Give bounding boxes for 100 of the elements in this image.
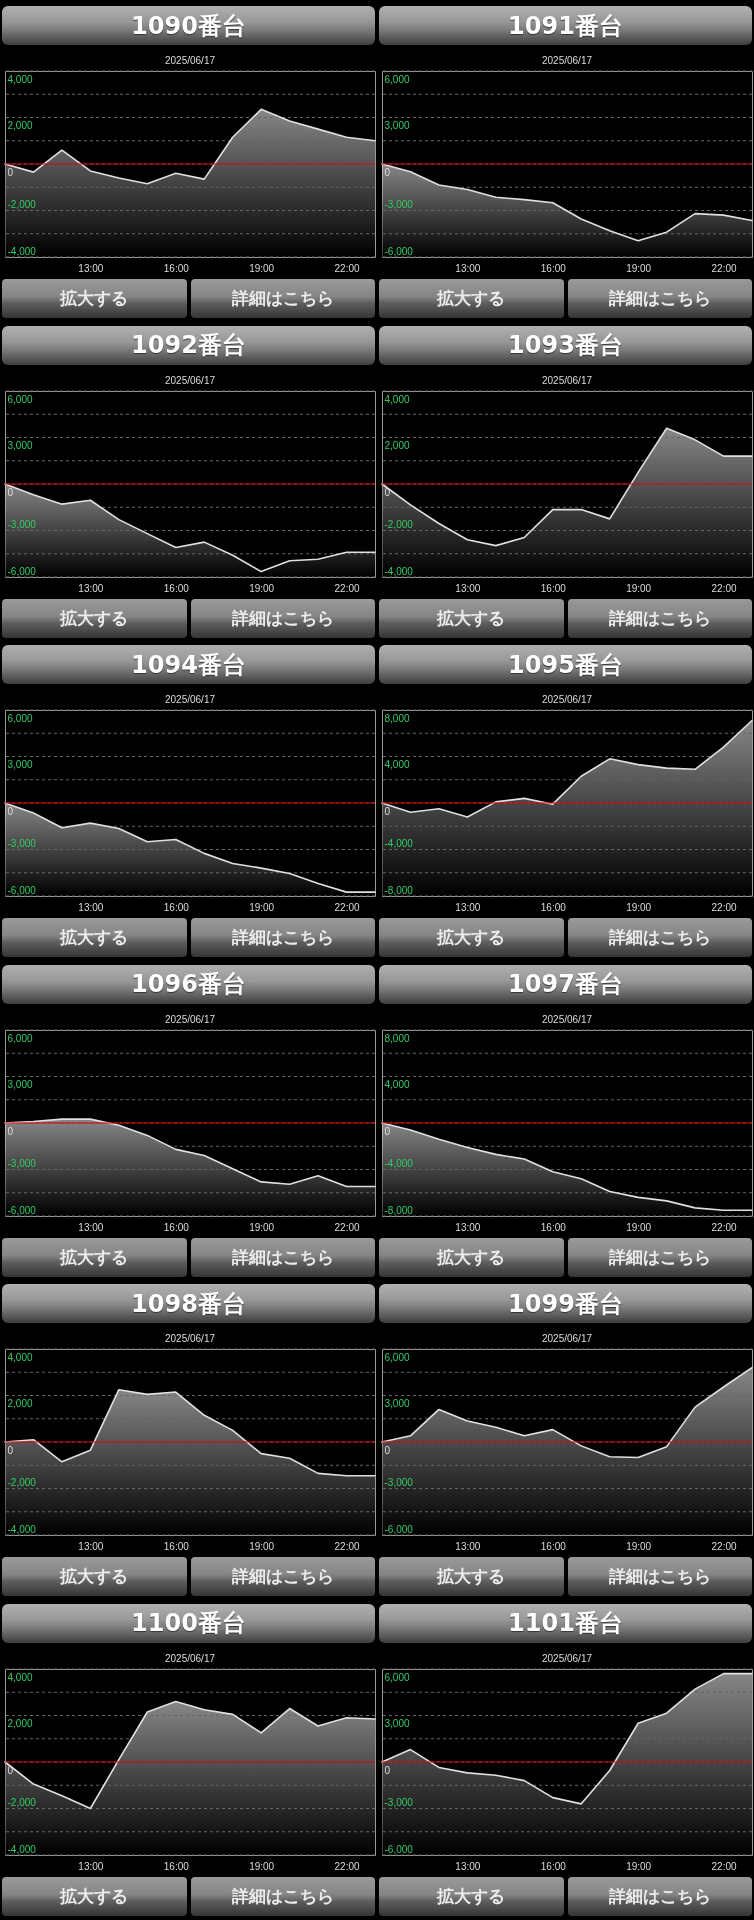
y-tick-label: 0 xyxy=(7,805,14,817)
chart-title: 1091番台 xyxy=(508,10,623,42)
x-tick-label: 19:00 xyxy=(249,1540,275,1552)
x-tick-label: 16:00 xyxy=(163,1860,190,1871)
y-tick-label: -3,000 xyxy=(384,1796,414,1808)
y-tick-label: -4,000 xyxy=(384,565,414,576)
x-tick-label: 13:00 xyxy=(455,582,481,593)
chart-title: 1101番台 xyxy=(508,1608,623,1639)
y-tick-label: -6,000 xyxy=(7,1204,37,1215)
x-tick-label: 19:00 xyxy=(249,262,275,274)
y-tick-label: -3,000 xyxy=(7,1157,37,1169)
y-tick-label: 3,000 xyxy=(7,1078,33,1090)
chart-subtitle: 2025/06/17 xyxy=(541,374,593,385)
y-tick-label: -2,000 xyxy=(384,518,414,530)
x-tick-label: 19:00 xyxy=(626,1221,652,1232)
y-tick-label: -2,000 xyxy=(7,1477,37,1488)
y-tick-label: 2,000 xyxy=(7,1717,33,1729)
x-tick-label: 19:00 xyxy=(249,1221,275,1232)
header-bar: 1091番台 xyxy=(379,6,752,45)
y-tick-label: 0 xyxy=(384,805,391,817)
chart-subtitle: 2025/06/17 xyxy=(164,54,216,66)
x-tick-label: 22:00 xyxy=(334,262,360,274)
y-tick-label: 4,000 xyxy=(384,1078,410,1090)
x-tick-label: 22:00 xyxy=(334,582,360,593)
y-tick-label: 4,000 xyxy=(384,393,410,404)
x-tick-label: 22:00 xyxy=(711,262,737,274)
chart-title: 1092番台 xyxy=(131,330,246,361)
header-bar: 1097番台 xyxy=(379,964,752,1004)
y-tick-label: -4,000 xyxy=(384,1157,414,1169)
y-tick-label: -8,000 xyxy=(384,884,414,896)
chart-subtitle: 2025/06/17 xyxy=(164,1332,216,1344)
y-tick-label: -3,000 xyxy=(7,518,37,530)
header-bar: 1100番台 xyxy=(2,1603,375,1643)
y-tick-label: 0 xyxy=(384,1764,391,1775)
y-tick-label: 4,000 xyxy=(7,73,33,85)
y-tick-label: 4,000 xyxy=(7,1351,33,1363)
y-tick-label: -6,000 xyxy=(384,1523,414,1535)
x-tick-label: 19:00 xyxy=(249,582,275,593)
chart-title: 1100番台 xyxy=(131,1608,246,1639)
x-tick-label: 19:00 xyxy=(249,901,275,913)
x-tick-label: 13:00 xyxy=(78,1221,104,1232)
y-tick-label: 8,000 xyxy=(384,712,410,724)
x-tick-label: 16:00 xyxy=(163,1221,190,1232)
y-tick-label: -8,000 xyxy=(384,1204,414,1215)
chart-title: 1096番台 xyxy=(131,969,246,1000)
chart-title: 1098番台 xyxy=(131,1288,246,1320)
y-tick-label: -4,000 xyxy=(7,1523,37,1535)
x-tick-label: 16:00 xyxy=(540,1860,567,1871)
x-tick-label: 16:00 xyxy=(163,1540,190,1552)
chart-subtitle: 2025/06/17 xyxy=(164,1013,216,1024)
x-tick-label: 22:00 xyxy=(711,1221,737,1232)
x-tick-label: 13:00 xyxy=(78,262,104,274)
chart-subtitle: 2025/06/17 xyxy=(541,1332,593,1344)
chart-title: 1097番台 xyxy=(508,969,623,1000)
y-tick-label: 3,000 xyxy=(7,759,33,770)
y-tick-label: 3,000 xyxy=(7,439,33,451)
y-tick-label: 2,000 xyxy=(7,120,33,131)
x-tick-label: 13:00 xyxy=(455,901,481,913)
x-tick-label: 13:00 xyxy=(78,582,104,593)
x-tick-label: 13:00 xyxy=(78,1860,104,1871)
x-tick-label: 22:00 xyxy=(334,1221,360,1232)
header-bar: 1092番台 xyxy=(2,325,375,365)
x-tick-label: 19:00 xyxy=(626,1860,652,1871)
chart-title: 1094番台 xyxy=(131,649,246,681)
x-tick-label: 22:00 xyxy=(334,901,360,913)
header-bar: 1101番台 xyxy=(379,1603,752,1643)
y-tick-label: -4,000 xyxy=(384,838,414,849)
chart-subtitle: 2025/06/17 xyxy=(541,693,593,705)
header-bar: 1094番台 xyxy=(2,645,375,684)
y-tick-label: -6,000 xyxy=(7,565,37,576)
y-tick-label: -4,000 xyxy=(7,245,37,257)
y-tick-label: 6,000 xyxy=(384,1671,410,1682)
x-tick-label: 19:00 xyxy=(626,582,652,593)
x-tick-label: 13:00 xyxy=(455,262,481,274)
x-tick-label: 16:00 xyxy=(540,1221,567,1232)
y-tick-label: 2,000 xyxy=(7,1398,33,1409)
y-tick-label: 3,000 xyxy=(384,1717,410,1729)
x-tick-label: 19:00 xyxy=(626,262,652,274)
x-tick-label: 13:00 xyxy=(78,901,104,913)
y-tick-label: 0 xyxy=(384,166,391,178)
y-tick-label: 4,000 xyxy=(7,1671,33,1682)
y-tick-label: 6,000 xyxy=(7,1032,33,1043)
x-tick-label: 16:00 xyxy=(163,582,190,593)
y-tick-label: -2,000 xyxy=(7,199,37,210)
y-tick-label: -6,000 xyxy=(384,245,414,257)
x-tick-label: 16:00 xyxy=(540,582,567,593)
x-tick-label: 16:00 xyxy=(540,901,567,913)
chart-title: 1090番台 xyxy=(131,10,246,42)
x-tick-label: 13:00 xyxy=(78,1540,104,1552)
y-tick-label: 0 xyxy=(7,166,14,178)
chart-subtitle: 2025/06/17 xyxy=(164,374,216,385)
chart-subtitle: 2025/06/17 xyxy=(541,1013,593,1024)
y-tick-label: 2,000 xyxy=(384,439,410,451)
chart-title: 1099番台 xyxy=(508,1288,623,1320)
x-tick-label: 22:00 xyxy=(711,901,737,913)
header-bar: 1090番台 xyxy=(2,6,375,45)
chart-title: 1093番台 xyxy=(508,330,623,361)
y-tick-label: -2,000 xyxy=(7,1796,37,1808)
y-tick-label: -3,000 xyxy=(384,1477,414,1488)
y-tick-label: -6,000 xyxy=(7,884,37,896)
